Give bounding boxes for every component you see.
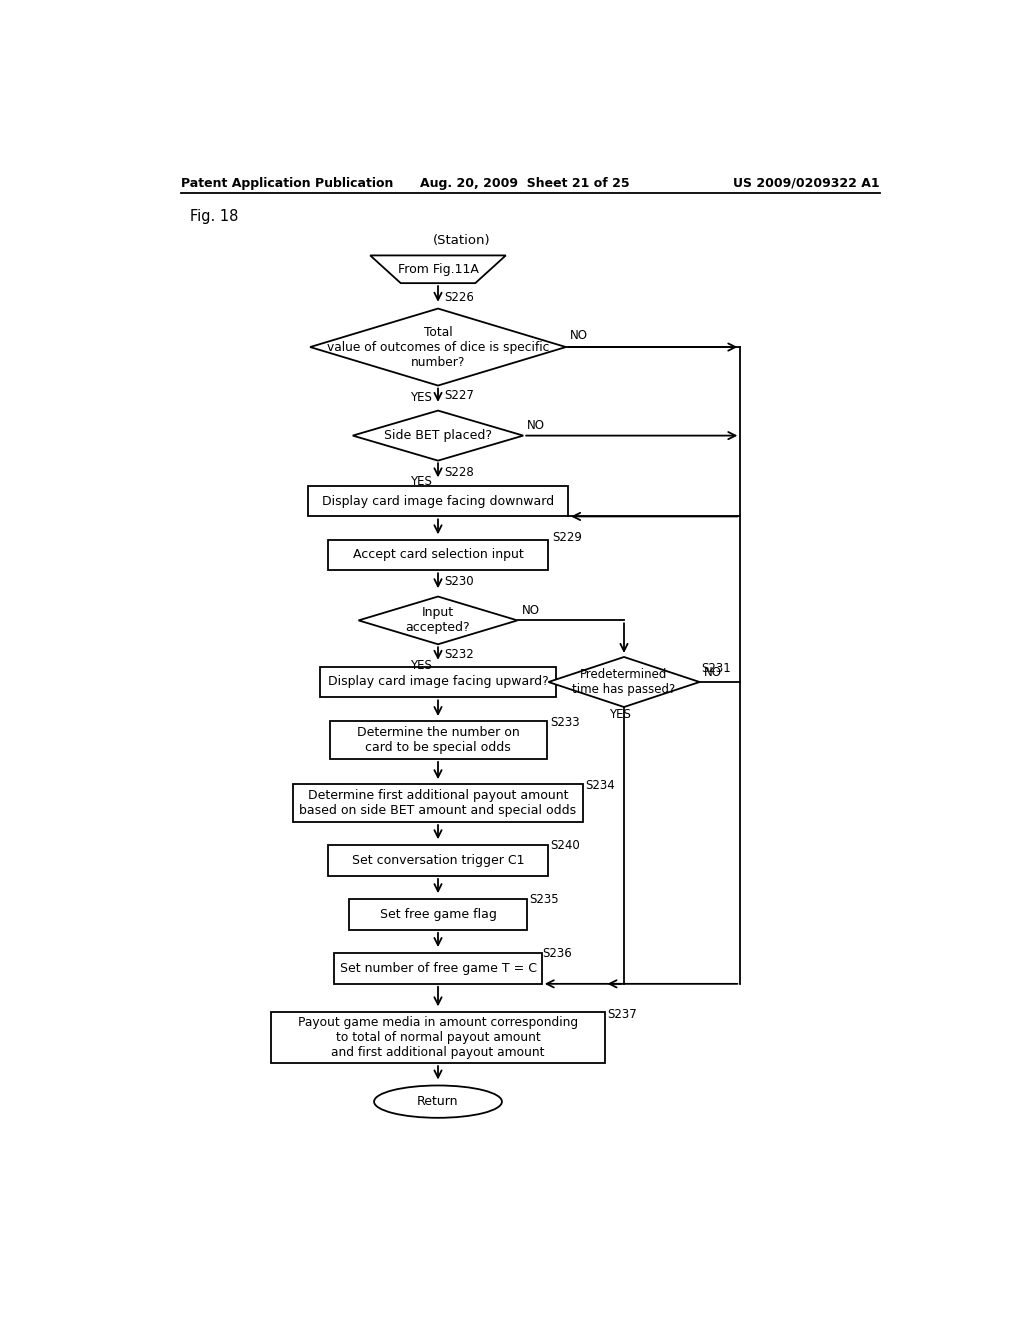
Text: S240: S240 xyxy=(550,838,581,851)
Text: S232: S232 xyxy=(444,648,474,661)
FancyBboxPatch shape xyxy=(328,845,549,876)
Polygon shape xyxy=(310,309,566,385)
Text: S236: S236 xyxy=(543,946,572,960)
Text: Aug. 20, 2009  Sheet 21 of 25: Aug. 20, 2009 Sheet 21 of 25 xyxy=(420,177,630,190)
Text: Fig. 18: Fig. 18 xyxy=(190,209,239,223)
Polygon shape xyxy=(549,657,699,708)
Text: Total
value of outcomes of dice is specific
number?: Total value of outcomes of dice is speci… xyxy=(327,326,549,368)
Text: S231: S231 xyxy=(701,661,731,675)
Text: US 2009/0209322 A1: US 2009/0209322 A1 xyxy=(733,177,880,190)
Text: YES: YES xyxy=(410,659,432,672)
Text: S227: S227 xyxy=(444,389,474,403)
Text: Predetermined
time has passed?: Predetermined time has passed? xyxy=(572,668,676,696)
Text: YES: YES xyxy=(410,475,432,488)
Text: NO: NO xyxy=(569,329,588,342)
Text: Display card image facing downward: Display card image facing downward xyxy=(322,495,554,508)
Text: Display card image facing upward?: Display card image facing upward? xyxy=(328,676,549,689)
Text: Set free game flag: Set free game flag xyxy=(380,908,497,921)
FancyBboxPatch shape xyxy=(308,486,568,516)
Text: S234: S234 xyxy=(586,779,615,792)
FancyBboxPatch shape xyxy=(349,899,527,929)
Text: Payout game media in amount corresponding
to total of normal payout amount
and f: Payout game media in amount correspondin… xyxy=(298,1016,579,1059)
FancyBboxPatch shape xyxy=(334,953,542,983)
Text: NO: NO xyxy=(703,667,722,680)
Text: YES: YES xyxy=(609,708,631,721)
Text: S228: S228 xyxy=(444,466,474,479)
Text: From Fig.11A: From Fig.11A xyxy=(397,263,478,276)
Polygon shape xyxy=(352,411,523,461)
Polygon shape xyxy=(371,256,506,284)
Text: (Station): (Station) xyxy=(432,234,490,247)
Text: Return: Return xyxy=(417,1096,459,1109)
Text: S233: S233 xyxy=(550,715,580,729)
FancyBboxPatch shape xyxy=(330,721,547,759)
FancyBboxPatch shape xyxy=(293,784,584,822)
Text: Patent Application Publication: Patent Application Publication xyxy=(180,177,393,190)
Text: NO: NO xyxy=(527,418,545,432)
Text: S235: S235 xyxy=(529,892,559,906)
Text: Input
accepted?: Input accepted? xyxy=(406,606,470,635)
FancyBboxPatch shape xyxy=(328,540,549,570)
Text: S230: S230 xyxy=(444,576,474,589)
Polygon shape xyxy=(358,597,517,644)
FancyBboxPatch shape xyxy=(271,1012,604,1063)
Text: Determine the number on
card to be special odds: Determine the number on card to be speci… xyxy=(356,726,519,754)
Text: YES: YES xyxy=(410,391,432,404)
FancyBboxPatch shape xyxy=(319,667,556,697)
Text: S226: S226 xyxy=(444,290,474,304)
Text: S229: S229 xyxy=(553,531,583,544)
Text: Set conversation trigger C1: Set conversation trigger C1 xyxy=(352,854,524,867)
Text: NO: NO xyxy=(521,603,540,616)
Text: Side BET placed?: Side BET placed? xyxy=(384,429,492,442)
Text: S237: S237 xyxy=(607,1008,637,1022)
Text: Accept card selection input: Accept card selection input xyxy=(352,548,523,561)
Text: Determine first additional payout amount
based on side BET amount and special od: Determine first additional payout amount… xyxy=(299,789,577,817)
Ellipse shape xyxy=(374,1085,502,1118)
Text: Set number of free game T = C: Set number of free game T = C xyxy=(340,962,537,975)
